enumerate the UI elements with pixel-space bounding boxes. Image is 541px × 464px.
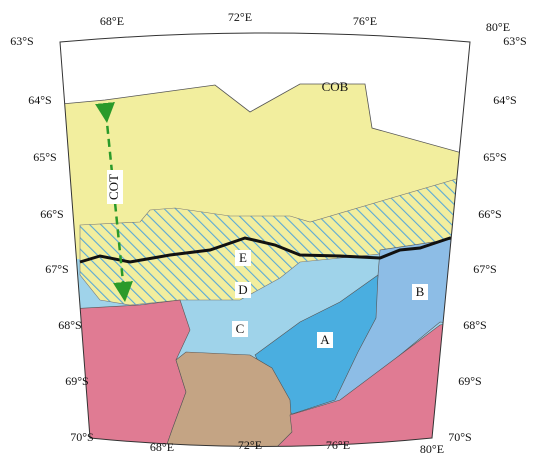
lat-label: 67°S: [473, 262, 496, 276]
region-label: A: [320, 332, 330, 347]
brown-zone: [159, 351, 293, 447]
lat-label: 63°S: [503, 34, 526, 48]
region-label-box: [412, 284, 428, 300]
region-label-box: [235, 282, 251, 298]
region-label-box: [235, 250, 251, 266]
lat-label: 68°S: [463, 318, 486, 332]
frame: [59, 32, 471, 447]
region-labels: A B C D E: [232, 250, 428, 348]
lon-label: 72°E: [228, 10, 252, 24]
lon-label: 80°E: [486, 20, 510, 34]
lat-label: 64°S: [493, 93, 516, 107]
cob-label: COB: [322, 79, 349, 94]
graticule-labels: 68°E 72°E 76°E 80°E68°E 72°E 76°E 80°E63°S64°S…: [10, 10, 526, 456]
lat-label: 66°S: [478, 207, 501, 221]
pink-east: [259, 317, 470, 447]
lon-label: 80°E: [420, 442, 444, 456]
lat-label: 69°S: [458, 374, 481, 388]
lon-label: 76°E: [326, 438, 350, 452]
lon-label: 68°E: [150, 440, 174, 454]
lat-label: 63°S: [10, 34, 33, 48]
cot-arrow: [95, 102, 133, 302]
lat-label: 68°S: [58, 318, 81, 332]
lon-label: 76°E: [353, 14, 377, 28]
lat-label: 67°S: [45, 262, 68, 276]
lon-label: 72°E: [238, 438, 262, 452]
region-label-box: [317, 332, 333, 348]
cot-label: COT: [106, 174, 121, 200]
lat-label: 70°S: [448, 430, 471, 444]
region-label-box: [232, 321, 248, 337]
lat-label: 66°S: [40, 207, 63, 221]
region-label: C: [236, 321, 245, 336]
lat-label: 64°S: [28, 93, 51, 107]
region-label: E: [239, 250, 247, 265]
region-label: B: [416, 284, 425, 299]
region-label: D: [238, 282, 247, 297]
lat-label: 69°S: [65, 374, 88, 388]
lat-label: 65°S: [33, 150, 56, 164]
cot-box: [107, 170, 123, 204]
coastline: [79, 236, 463, 264]
lat-label: 65°S: [483, 150, 506, 164]
lon-label: 68°E: [100, 14, 124, 28]
lat-label: 70°S: [70, 430, 93, 444]
